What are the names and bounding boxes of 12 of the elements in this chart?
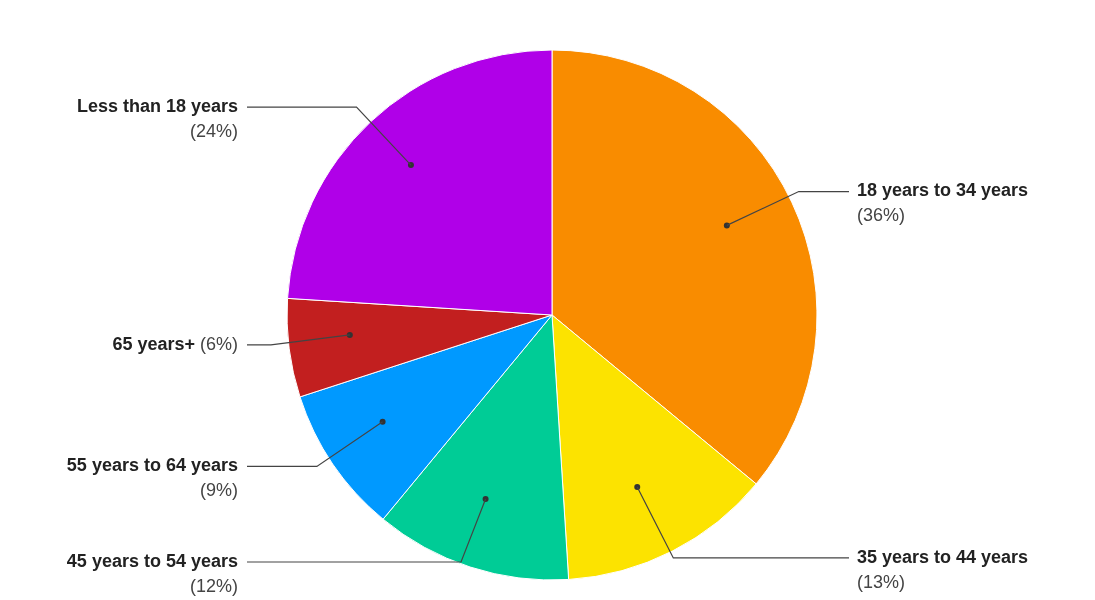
slice-label: 35 years to 44 years: [857, 546, 1029, 567]
data-label: (36%): [857, 205, 906, 226]
data-label: (24%): [189, 120, 238, 141]
data-label: (13%): [857, 571, 906, 592]
slice-label: 65 years+: [112, 333, 195, 354]
slice-label: 45 years to 54 years: [66, 550, 238, 571]
data-label: (6%): [194, 333, 238, 354]
slice-label: Less than 18 years: [76, 95, 238, 116]
data-label: (9%): [199, 480, 238, 501]
slice-label: 18 years to 34 years: [857, 180, 1029, 201]
data-label: (12%): [189, 575, 238, 596]
slice-label: 55 years to 64 years: [66, 455, 238, 476]
